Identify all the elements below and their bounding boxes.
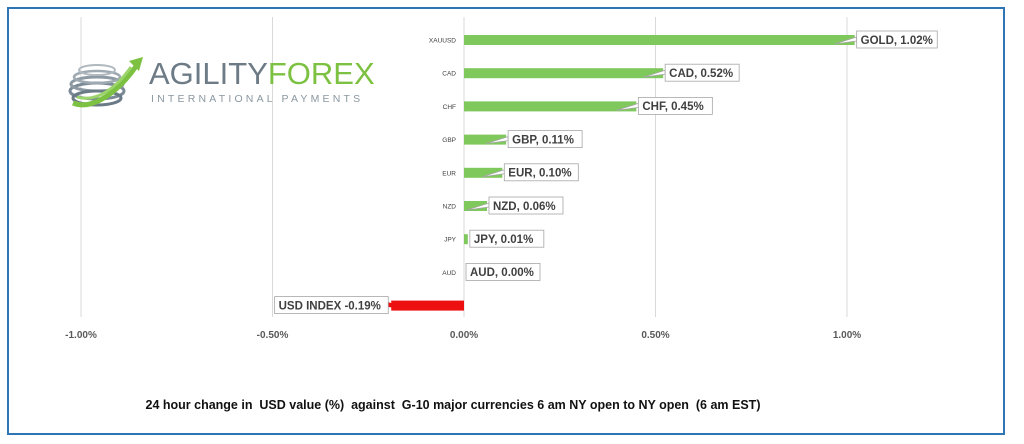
bar — [464, 35, 855, 45]
bar — [464, 101, 637, 112]
bar — [464, 234, 468, 245]
bars — [391, 35, 855, 311]
data-label-box — [664, 63, 740, 82]
data-label-box — [465, 262, 541, 281]
globe-swoosh-icon — [68, 57, 143, 108]
data-label-box — [469, 229, 545, 248]
logo-name-part1: AGILITY — [149, 56, 268, 91]
x-axis-tick-labels: -1.00% -0.50% 0.00% 0.50% 1.00% — [65, 330, 861, 341]
category-label: EUR — [442, 170, 456, 177]
bar — [464, 167, 503, 178]
data-label-text: NZD, 0.06% — [493, 201, 556, 213]
data-label: USD INDEX -0.19% — [274, 296, 411, 315]
category-label: AUD — [442, 270, 456, 277]
data-label: GOLD, 1.02% — [834, 30, 938, 49]
x-tick-label: 1.00% — [833, 330, 861, 341]
data-label: AUD, 0.00% — [465, 262, 541, 281]
category-label: JPY — [444, 237, 457, 244]
chart-caption: 24 hour change in USD value (%) against … — [9, 398, 1007, 412]
data-label: NZD, 0.06% — [466, 196, 564, 215]
data-label-text: AUD, 0.00% — [470, 267, 534, 279]
data-label-box — [637, 97, 713, 115]
category-label: NZD — [443, 204, 457, 211]
data-label-box — [488, 196, 564, 215]
data-label-text: GBP, 0.11% — [512, 134, 574, 146]
data-label: EUR, 0.10% — [482, 163, 579, 182]
category-label: CHF — [443, 104, 456, 111]
data-label: GBP, 0.11% — [486, 130, 583, 148]
bar-chart: XAUUSD CAD CHF GBP EUR NZD JPY AUD -1.00% -0.50%… — [65, 17, 938, 341]
logo-tagline: INTERNATIONAL PAYMENTS — [151, 93, 364, 105]
bar — [464, 201, 487, 211]
x-tick-label: 0.00% — [450, 330, 478, 341]
data-labels: GOLD, 1.02% CAD, 0.52% CHF, 0.45% GBP, 0.11… — [274, 30, 938, 315]
category-label: XAUUSD — [429, 38, 456, 45]
data-label: CHF, 0.45% — [616, 97, 713, 115]
data-label-text: EUR, 0.10% — [508, 168, 571, 180]
data-label-box — [274, 296, 389, 315]
bar — [464, 134, 507, 145]
data-label-box — [503, 163, 579, 182]
logo-wordmark: AGILITYFOREX — [149, 57, 375, 91]
agility-forex-logo: AGILITYFOREX INTERNATIONAL PAYMENTS — [67, 51, 375, 121]
category-label: CAD — [442, 71, 456, 78]
x-tick-label: -0.50% — [257, 330, 289, 341]
gridlines — [80, 17, 848, 317]
bar — [391, 300, 464, 311]
data-label-text: CHF, 0.45% — [642, 101, 703, 113]
category-labels: XAUUSD CAD CHF GBP EUR NZD JPY AUD — [429, 38, 457, 277]
data-label-box — [507, 130, 583, 148]
data-label-text: GOLD, 1.02% — [861, 35, 933, 47]
data-label-text: CAD, 0.52% — [669, 68, 733, 80]
chart-caption-text: 24 hour change in USD value (%) against … — [145, 398, 761, 412]
chart-frame: XAUUSD CAD CHF GBP EUR NZD JPY AUD -1.00% -0.50%… — [7, 7, 1005, 435]
bar — [464, 68, 664, 79]
x-tick-label: -1.00% — [65, 330, 97, 341]
x-tick-label: 0.50% — [641, 330, 669, 341]
data-label: CAD, 0.52% — [643, 63, 740, 82]
category-label: GBP — [442, 137, 456, 144]
data-label-box — [856, 30, 938, 49]
data-label: JPY, 0.01% — [469, 229, 545, 248]
data-label-text: USD INDEX -0.19% — [279, 300, 381, 312]
logo-name-part2: FOREX — [267, 56, 375, 91]
data-label-text: JPY, 0.01% — [474, 234, 533, 246]
